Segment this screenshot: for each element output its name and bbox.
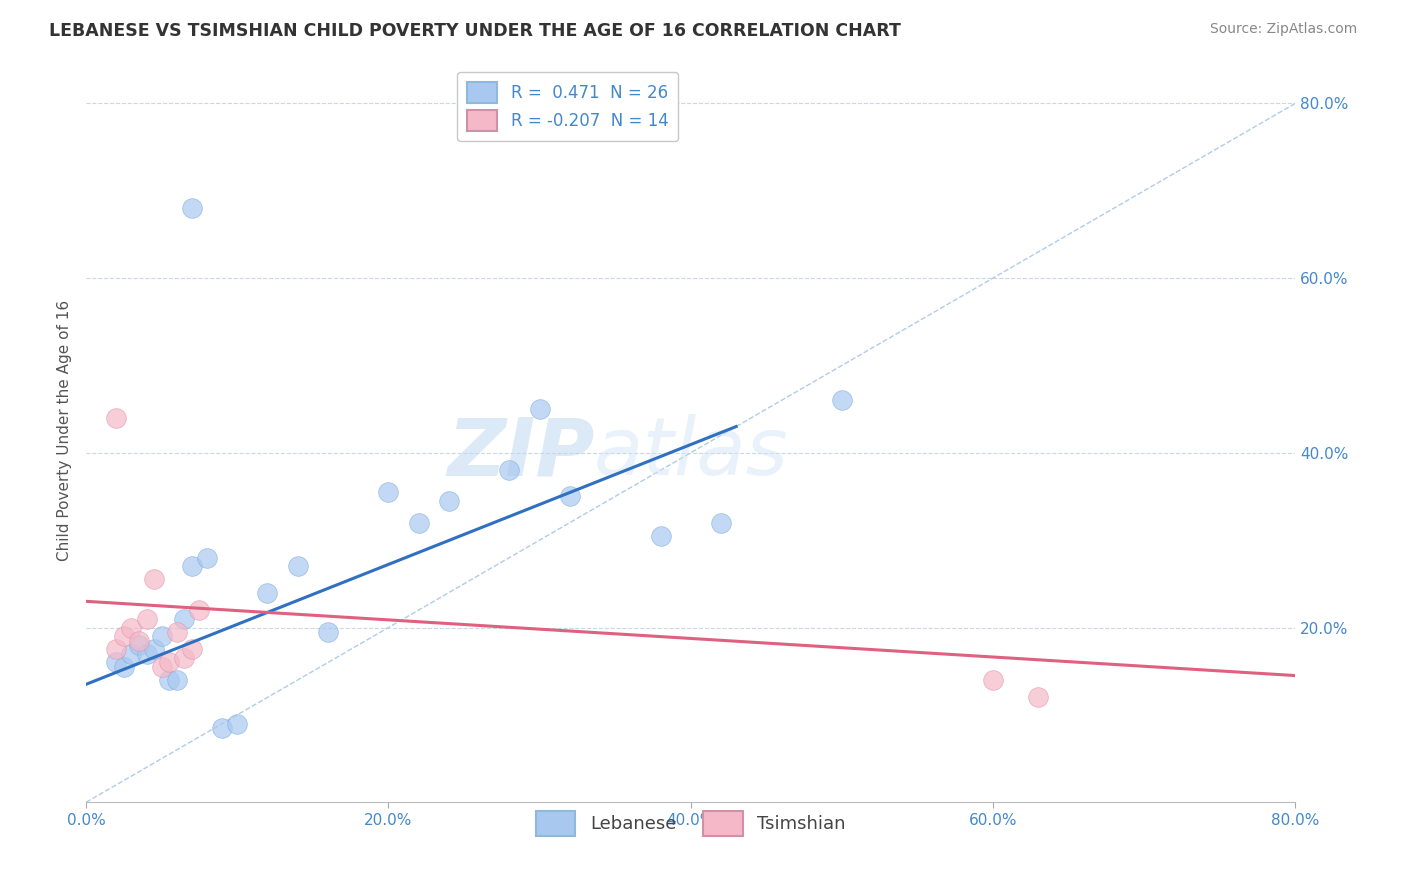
Point: [120, 621, 142, 635]
Point: [408, 516, 430, 530]
Point: [112, 629, 135, 643]
Point: [831, 393, 853, 408]
Point: [157, 656, 180, 670]
Point: [529, 402, 551, 417]
Point: [173, 651, 195, 665]
Point: [1028, 690, 1050, 705]
Point: [377, 485, 399, 500]
Point: [287, 559, 309, 574]
Point: [143, 573, 166, 587]
Point: [180, 559, 202, 574]
Point: [226, 716, 249, 731]
Legend: Lebanese, Tsimshian: Lebanese, Tsimshian: [527, 802, 855, 846]
Y-axis label: Child Poverty Under the Age of 16: Child Poverty Under the Age of 16: [58, 301, 72, 561]
Point: [135, 647, 157, 661]
Point: [650, 529, 672, 543]
Point: [105, 642, 128, 657]
Point: [135, 612, 157, 626]
Point: [166, 624, 188, 639]
Point: [166, 673, 188, 687]
Point: [211, 721, 233, 735]
Point: [105, 656, 128, 670]
Text: Source: ZipAtlas.com: Source: ZipAtlas.com: [1209, 22, 1357, 37]
Point: [558, 490, 581, 504]
Point: [498, 463, 520, 477]
Point: [150, 660, 173, 674]
Point: [180, 201, 202, 215]
Point: [143, 642, 166, 657]
Point: [128, 633, 150, 648]
Text: LEBANESE VS TSIMSHIAN CHILD POVERTY UNDER THE AGE OF 16 CORRELATION CHART: LEBANESE VS TSIMSHIAN CHILD POVERTY UNDE…: [49, 22, 901, 40]
Point: [195, 550, 218, 565]
Point: [120, 647, 142, 661]
Point: [256, 585, 278, 599]
Point: [710, 516, 733, 530]
Point: [150, 629, 173, 643]
Point: [112, 660, 135, 674]
Point: [981, 673, 1004, 687]
Point: [316, 624, 339, 639]
Point: [173, 612, 195, 626]
Point: [437, 493, 460, 508]
Point: [105, 410, 128, 425]
Point: [157, 673, 180, 687]
Point: [180, 642, 202, 657]
Text: atlas: atlas: [593, 414, 789, 492]
Point: [128, 638, 150, 652]
Point: [188, 603, 211, 617]
Text: ZIP: ZIP: [447, 414, 593, 492]
